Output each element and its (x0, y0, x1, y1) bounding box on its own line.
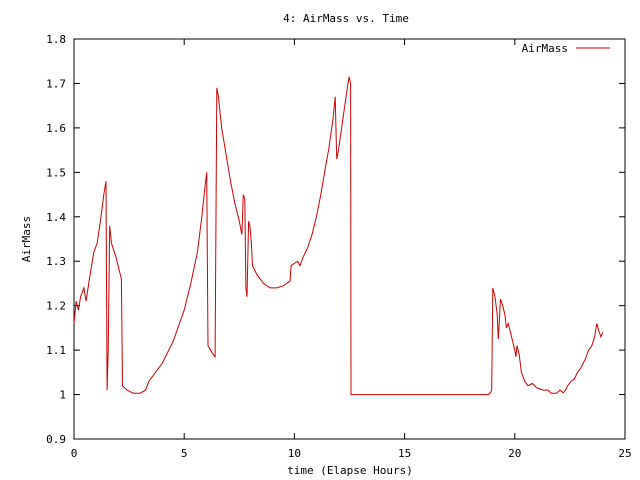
y-tick-label: 1 (59, 389, 66, 402)
x-tick-label: 10 (288, 447, 301, 460)
y-axis-label: AirMass (20, 216, 33, 262)
y-tick-label: 1.1 (46, 344, 66, 357)
y-tick-label: 1.5 (46, 166, 66, 179)
y-tick-label: 1.3 (46, 255, 66, 268)
y-tick-label: 1.6 (46, 122, 66, 135)
x-tick-label: 20 (508, 447, 521, 460)
y-axis: 0.9 1 1.1 1.2 1.3 1.4 1.5 1.6 1.7 1.8 (46, 33, 625, 446)
y-tick-label: 0.9 (46, 433, 66, 446)
chart-title: 4: AirMass vs. Time (283, 12, 409, 25)
x-axis: 0 5 10 15 20 25 (71, 39, 632, 460)
series-line-airmass (73, 76, 604, 396)
series-layer (73, 76, 604, 396)
x-tick-label: 5 (181, 447, 188, 460)
x-tick-label: 0 (71, 447, 78, 460)
x-axis-label: time (Elapse Hours) (287, 464, 413, 477)
y-tick-label: 1.7 (46, 77, 66, 90)
y-tick-label: 1.2 (46, 300, 66, 313)
y-tick-label: 1.4 (46, 211, 66, 224)
legend: AirMass (522, 42, 610, 55)
legend-label: AirMass (522, 42, 568, 55)
plot-frame (73, 38, 626, 440)
x-tick-label: 25 (618, 447, 631, 460)
x-tick-label: 15 (398, 447, 411, 460)
y-tick-label: 1.8 (46, 33, 66, 46)
